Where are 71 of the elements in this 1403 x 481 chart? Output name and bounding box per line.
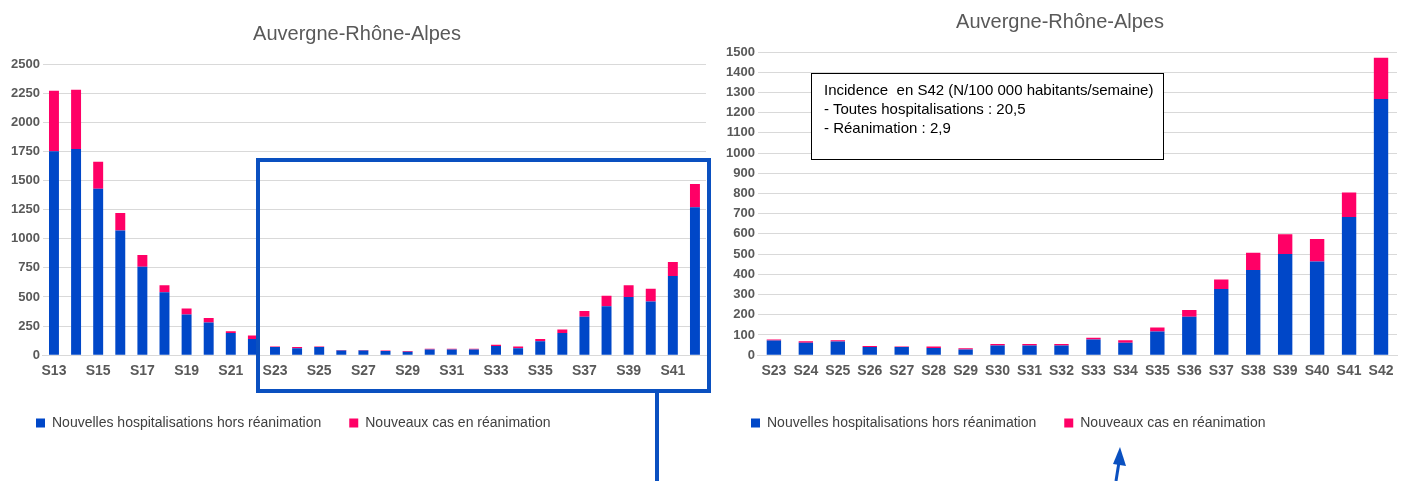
y-tick-label: 2000	[11, 113, 40, 129]
y-tick-label: 700	[733, 205, 755, 221]
x-tick-label: S13	[41, 362, 67, 379]
y-tick-label: 400	[733, 265, 755, 281]
x-tick-label: S33	[483, 362, 509, 379]
y-tick-label: 100	[733, 326, 755, 342]
x-tick-label: S31	[439, 362, 465, 379]
legend-label: Nouveaux cas en réanimation	[365, 413, 551, 430]
x-tick-label: S23	[262, 362, 288, 379]
x-tick-label: S29	[395, 362, 421, 379]
x-tick-label: S21	[218, 362, 244, 379]
x-tick-label: S30	[985, 362, 1011, 379]
legend-label: Nouvelles hospitalisations hors réanimation	[767, 413, 1037, 430]
chart-title: Auvergne-Rhône-Alpes	[956, 9, 1164, 32]
y-tick-label: 500	[18, 288, 40, 304]
annotation: - Réanimation : 2,9	[824, 119, 951, 136]
annotation: Incidence en S42 (N/100 000 habitants/semaine)	[824, 81, 1154, 98]
y-tick-label: 1750	[11, 142, 40, 158]
y-tick-label: 1500	[11, 172, 40, 188]
y-tick-label: 1000	[726, 144, 755, 160]
x-tick-label: S29	[953, 362, 979, 379]
x-tick-label: S35	[1144, 362, 1171, 379]
y-tick-label: 0	[32, 346, 40, 362]
x-tick-label: S39	[616, 362, 642, 379]
y-tick-label: 1400	[726, 63, 755, 79]
y-tick-label: 500	[733, 245, 755, 261]
y-tick-label: 1500	[726, 43, 755, 59]
x-tick-label: S35	[527, 362, 553, 379]
x-tick-label: S32	[1049, 362, 1075, 379]
x-tick-label: S28	[921, 362, 947, 379]
x-tick-label: S34	[1112, 362, 1139, 379]
y-tick-label: 800	[733, 185, 755, 201]
y-tick-label: 200	[733, 306, 755, 322]
x-tick-label: S24	[793, 362, 819, 379]
y-tick-label: 1100	[726, 124, 755, 140]
legend-label: Nouveaux cas en réanimation	[1080, 413, 1266, 430]
x-tick-label: S42	[1368, 362, 1394, 379]
y-tick-label: 900	[733, 164, 755, 180]
y-tick-label: 1000	[11, 230, 40, 246]
y-tick-label: 2500	[11, 55, 40, 71]
x-tick-label: S36	[1176, 362, 1202, 379]
x-tick-label: S41	[660, 362, 686, 379]
x-tick-label: S15	[85, 362, 111, 379]
y-tick-label: 250	[18, 317, 40, 333]
annotation: - Toutes hospitalisations : 20,5	[824, 100, 1026, 117]
legend-label: Nouvelles hospitalisations hors réanimation	[52, 413, 322, 430]
y-tick-label: 0	[747, 346, 755, 362]
x-tick-label: S17	[129, 362, 156, 379]
y-tick-label: 2250	[11, 84, 40, 100]
x-tick-label: S23	[761, 362, 787, 379]
x-tick-label: S27	[350, 362, 377, 379]
x-tick-label: S40	[1304, 362, 1330, 379]
x-tick-label: S27	[889, 362, 915, 379]
y-tick-label: 750	[18, 259, 40, 275]
x-tick-label: S37	[1208, 362, 1234, 379]
x-tick-label: S26	[857, 362, 883, 379]
x-tick-label: S25	[825, 362, 851, 379]
y-tick-label: 300	[733, 286, 755, 302]
x-tick-label: S25	[306, 362, 332, 379]
x-tick-label: S33	[1080, 362, 1107, 379]
x-tick-label: S41	[1336, 362, 1362, 379]
y-tick-label: 1200	[726, 104, 755, 120]
y-tick-label: 1300	[726, 84, 755, 99]
y-tick-label: 1250	[11, 201, 40, 217]
y-tick-label: 600	[733, 225, 755, 241]
x-tick-label: S37	[571, 362, 598, 379]
x-tick-label: S31	[1017, 362, 1043, 379]
x-tick-label: S38	[1240, 362, 1266, 379]
x-tick-label: S39	[1272, 362, 1298, 379]
chart-title: Auvergne-Rhône-Alpes	[253, 21, 461, 44]
x-tick-label: S19	[174, 362, 200, 379]
